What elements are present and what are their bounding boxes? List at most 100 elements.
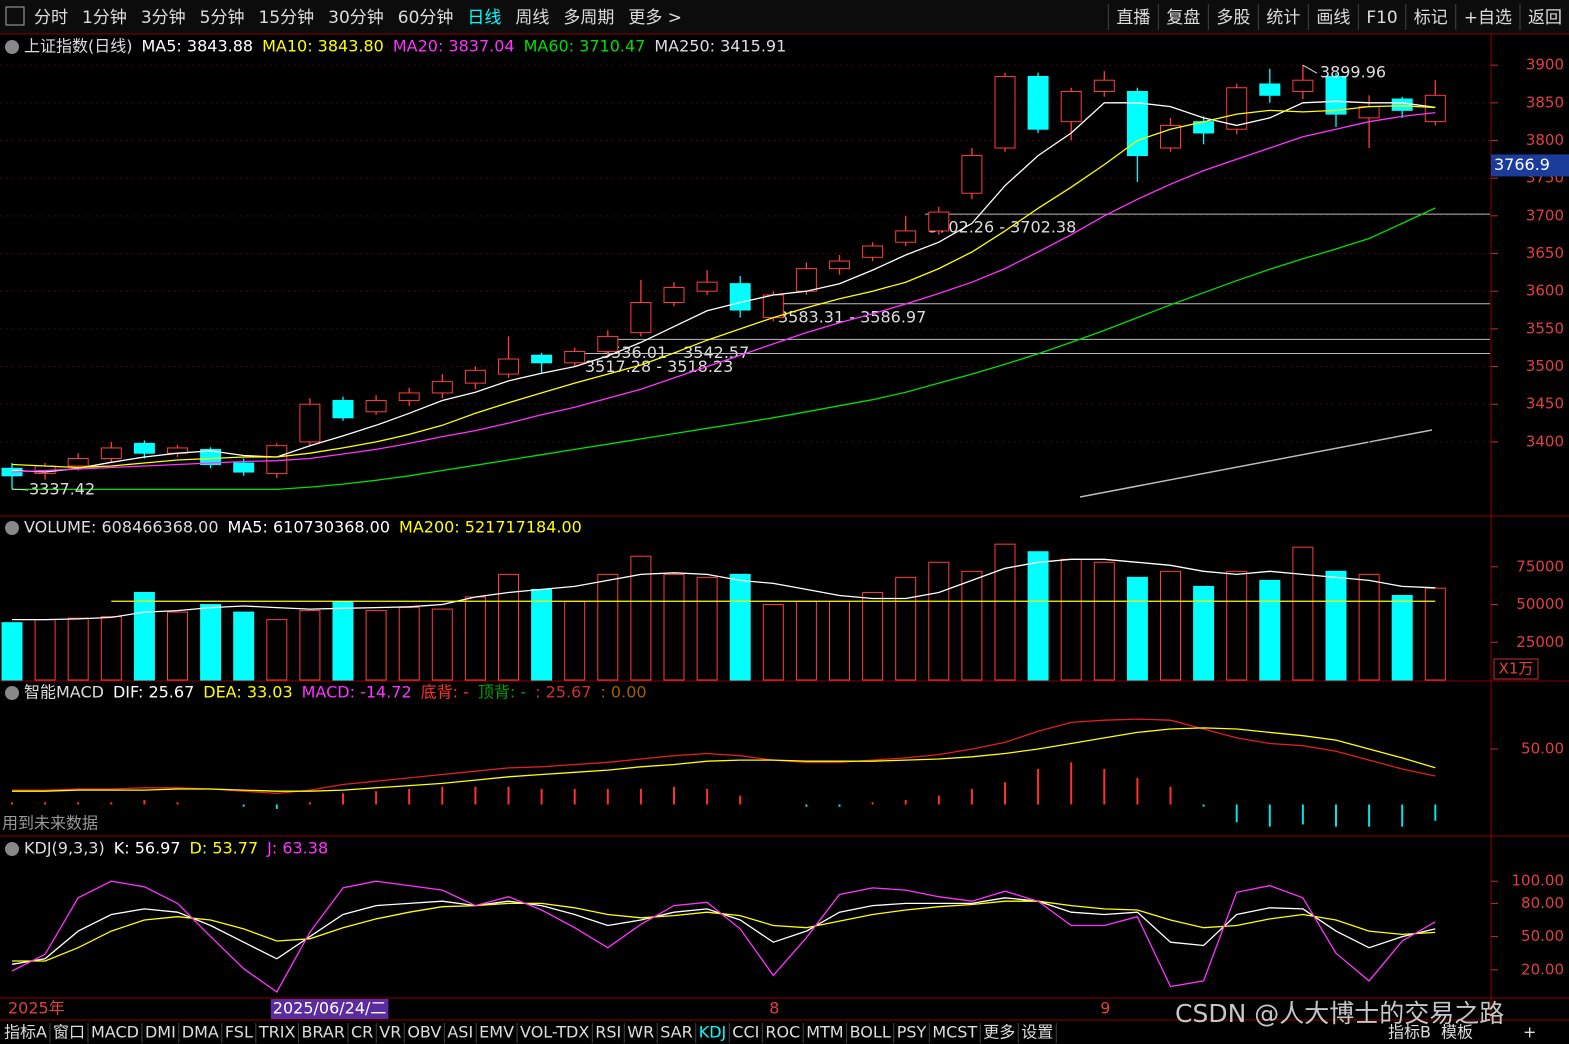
toolbar-item[interactable]: 多股 <box>1216 8 1250 28</box>
y-tick-label: 3550 <box>1526 319 1564 337</box>
annotation-arrow <box>1302 64 1318 74</box>
candle-body <box>1358 106 1380 119</box>
tab[interactable]: OBV <box>407 1023 441 1042</box>
candle-body <box>398 392 420 401</box>
tab[interactable]: 更多 <box>983 1023 1015 1042</box>
candle-body <box>332 399 354 419</box>
tab[interactable]: CCI <box>732 1023 759 1042</box>
tab[interactable]: RSI <box>595 1023 621 1042</box>
tab[interactable]: 指标B <box>1388 1023 1431 1042</box>
last-price-box <box>1491 154 1569 177</box>
gap-label: 3517.28 - 3518.23 <box>585 357 733 376</box>
tab[interactable]: BRAR <box>301 1023 345 1042</box>
tab[interactable]: ROC <box>765 1023 800 1042</box>
volume-bar <box>862 591 884 681</box>
trend-line <box>1079 429 1433 498</box>
toolbar-item[interactable]: F10 <box>1366 8 1397 28</box>
volume-bar <box>1391 594 1413 681</box>
tab[interactable]: SAR <box>660 1023 693 1042</box>
volume-bar <box>299 610 321 681</box>
legend-note: : 25.67 <box>535 683 591 702</box>
tab[interactable]: CR <box>351 1023 373 1042</box>
y-tick-label: 3500 <box>1526 357 1564 375</box>
candle-body <box>133 442 155 454</box>
watermark: CSDN @人大博士的交易之路 <box>1175 999 1504 1028</box>
tab[interactable]: 模板 <box>1441 1023 1473 1042</box>
candle-body <box>564 350 586 364</box>
tab[interactable]: WR <box>627 1023 654 1042</box>
volume-bar <box>994 543 1016 681</box>
toolbar-item[interactable]: 统计 <box>1266 8 1300 28</box>
tab[interactable]: + <box>1523 1023 1536 1042</box>
line <box>11 100 1436 473</box>
toolbar-item[interactable]: 多周期 <box>563 8 614 28</box>
toolbar-item[interactable]: 日线 <box>467 8 501 28</box>
tab[interactable]: PSY <box>897 1023 927 1042</box>
tab[interactable]: 设置 <box>1021 1023 1053 1042</box>
legend-entry: MA20: 3837.04 <box>393 37 515 56</box>
toolbar-item[interactable]: 更多 > <box>628 8 682 28</box>
candle-body <box>233 462 255 473</box>
candle-body <box>431 381 453 394</box>
candle-body <box>498 358 519 375</box>
volume-bar <box>200 604 222 681</box>
toolbar-item[interactable]: 分时 <box>34 8 68 28</box>
tab[interactable]: ASI <box>447 1023 473 1042</box>
tab[interactable]: VR <box>379 1023 401 1042</box>
tab[interactable]: DMI <box>145 1023 176 1042</box>
tab[interactable]: MTM <box>806 1023 843 1042</box>
toolbar-item[interactable]: 标记 <box>1414 8 1448 28</box>
tab[interactable]: TRIX <box>258 1023 296 1042</box>
candle-body <box>795 268 817 292</box>
candle-body <box>1093 79 1115 93</box>
tab[interactable]: FSL <box>225 1023 253 1042</box>
line <box>11 880 1436 993</box>
menu-icon[interactable] <box>5 6 25 26</box>
line <box>12 558 1436 621</box>
toolbar-item[interactable]: 直播 <box>1116 8 1150 28</box>
candle-body <box>1259 83 1281 96</box>
toolbar-item[interactable]: 15分钟 <box>258 8 314 28</box>
volume-bar <box>597 573 619 681</box>
volume-bar <box>34 619 56 681</box>
toolbar-item[interactable]: 30分钟 <box>328 8 384 28</box>
toolbar-item[interactable]: 5分钟 <box>200 8 245 28</box>
volume-bar <box>1259 579 1281 681</box>
toolbar-item[interactable]: 返回 <box>1528 8 1562 28</box>
tab[interactable]: MACD <box>91 1023 139 1042</box>
legend-entry: DEA: 33.03 <box>203 683 292 702</box>
volume-bar <box>431 608 453 681</box>
y-tick-label: 3450 <box>1526 395 1564 413</box>
legend-icon <box>5 842 19 856</box>
tab[interactable]: BOLL <box>850 1023 891 1042</box>
volume-bar <box>564 601 586 681</box>
volume-bar <box>67 617 89 681</box>
tab[interactable]: DMA <box>182 1023 219 1042</box>
volume-bar <box>332 601 354 681</box>
legend-icon <box>5 40 19 54</box>
volume-bar <box>498 573 519 681</box>
legend-entry: DIF: 25.67 <box>113 683 194 702</box>
candle-body <box>1424 94 1446 123</box>
y-tick-label: 3400 <box>1526 432 1564 450</box>
toolbar-item[interactable]: 60分钟 <box>398 8 454 28</box>
toolbar-item[interactable]: 周线 <box>515 8 549 28</box>
line <box>12 900 1436 962</box>
tab[interactable]: 窗口 <box>53 1023 85 1042</box>
toolbar-item[interactable]: 画线 <box>1316 8 1350 28</box>
tab[interactable]: EMV <box>479 1023 514 1042</box>
toolbar-item[interactable]: 1分钟 <box>82 8 127 28</box>
toolbar-item[interactable]: +自选 <box>1464 8 1512 28</box>
candle-body <box>200 448 222 466</box>
toolbar-item[interactable]: 3分钟 <box>141 8 186 28</box>
tab[interactable]: KDJ <box>699 1023 727 1042</box>
tab[interactable]: VOL-TDX <box>520 1023 589 1042</box>
tab[interactable]: MCST <box>932 1023 977 1042</box>
candle-body <box>630 302 652 334</box>
candle-body <box>100 447 122 459</box>
candle-body <box>961 155 983 194</box>
volume-bar <box>1126 576 1148 681</box>
tab[interactable]: 指标A <box>4 1023 47 1042</box>
toolbar-item[interactable]: 复盘 <box>1166 8 1200 28</box>
y-tick-label: 25000 <box>1516 633 1564 651</box>
